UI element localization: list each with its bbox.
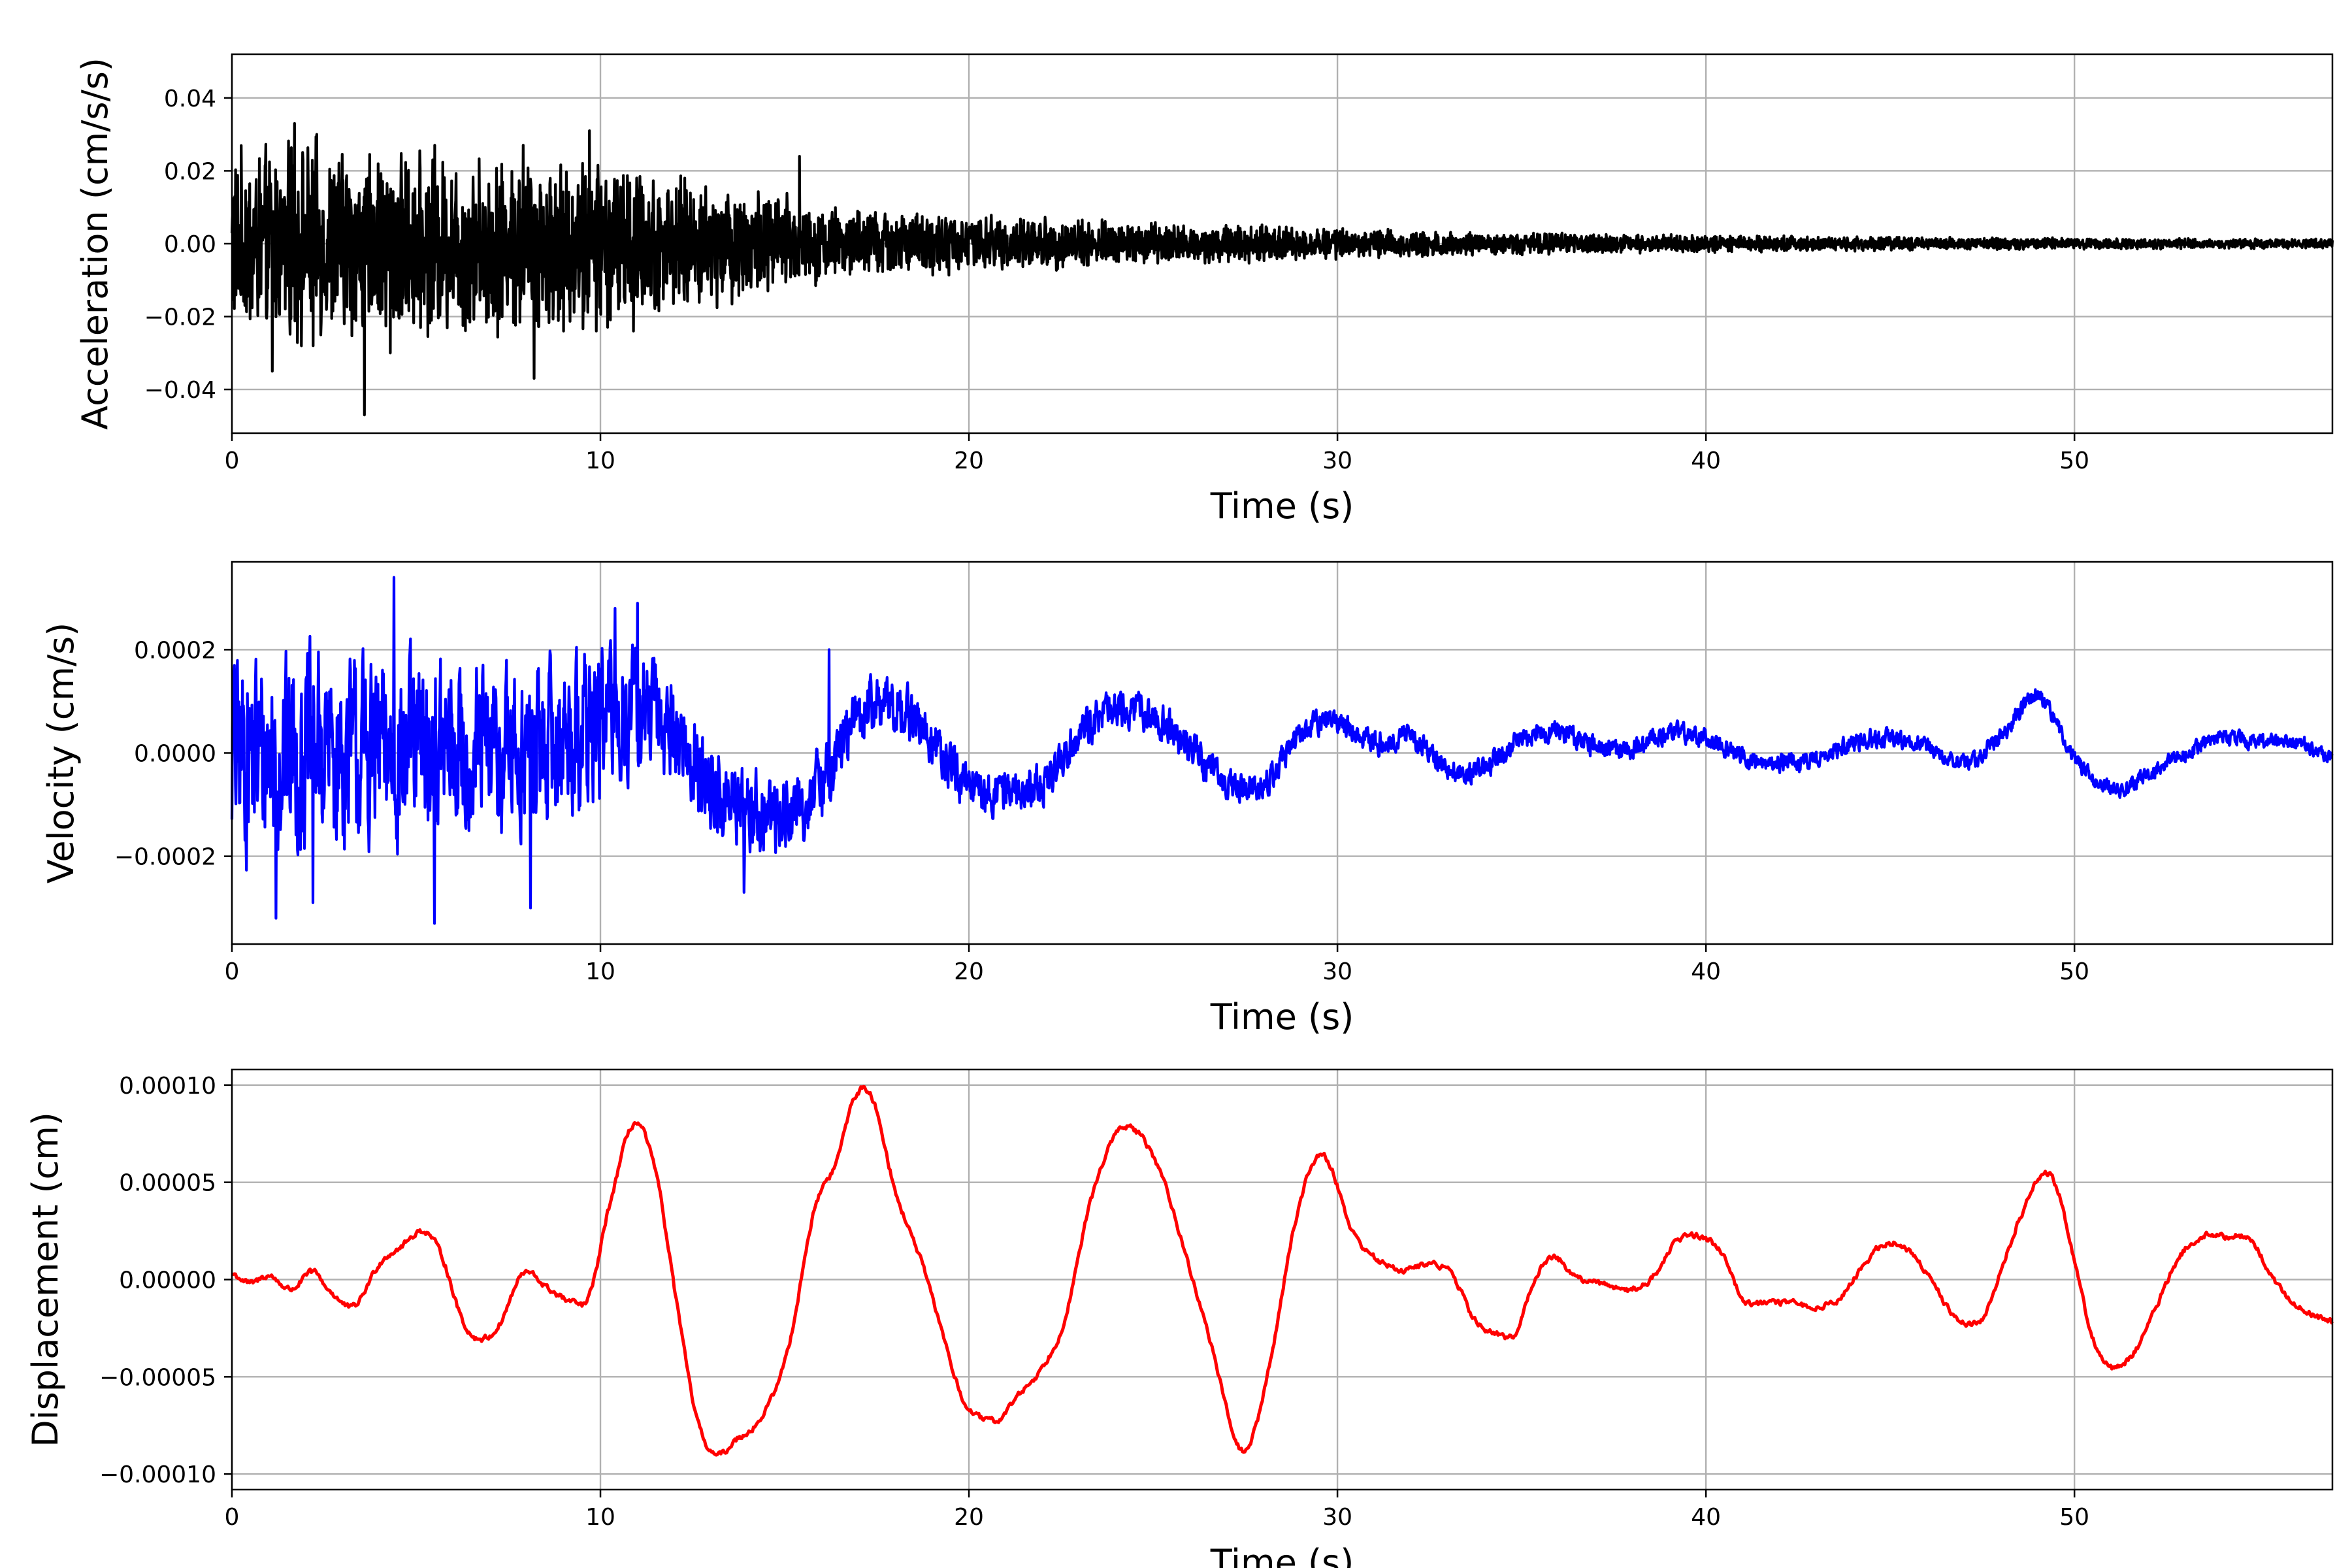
- x-tick-label: 10: [585, 448, 615, 474]
- y-tick-label: −0.0002: [114, 844, 216, 871]
- x-tick-label: 40: [1691, 1504, 1721, 1531]
- acceleration-y-ticks: −0.04 −0.02 0.00 0.02 0.04: [144, 86, 232, 404]
- y-tick-label: 0.00: [164, 231, 216, 258]
- velocity-series: [230, 576, 2334, 925]
- y-tick-label: −0.00005: [99, 1364, 216, 1391]
- x-tick-label: 0: [225, 958, 240, 985]
- y-tick-label: 0.00000: [119, 1267, 216, 1294]
- displacement-panel: 0 10 20 30 40 50 −0.00010 −0.00005 0.00000 0.000…: [25, 1068, 2334, 1568]
- displacement-x-axis-label: Time (s): [1210, 1542, 1354, 1568]
- y-tick-label: −0.04: [144, 377, 216, 404]
- displacement-line: [231, 1085, 2334, 1457]
- y-tick-label: 0.0002: [134, 637, 216, 664]
- y-tick-label: −0.00010: [99, 1462, 216, 1488]
- x-tick-label: 20: [954, 958, 984, 985]
- displacement-grid: [231, 1070, 2332, 1490]
- x-tick-label: 10: [585, 1504, 615, 1531]
- velocity-y-axis-label: Velocity (cm/s): [41, 623, 82, 884]
- displacement-y-ticks: −0.00010 −0.00005 0.00000 0.00005 0.00010: [99, 1073, 232, 1488]
- x-tick-label: 30: [1322, 1504, 1352, 1531]
- velocity-panel: 0 10 20 30 40 50 −0.0002 0.0000 0.0002 Time (s)…: [41, 561, 2334, 1037]
- velocity-y-ticks: −0.0002 0.0000 0.0002: [114, 637, 232, 871]
- y-tick-label: 0.00005: [119, 1170, 216, 1197]
- x-tick-label: 40: [1691, 448, 1721, 474]
- x-tick-label: 20: [954, 1504, 984, 1531]
- acceleration-line: [230, 122, 2334, 417]
- acceleration-y-axis-label: Acceleration (cm/s/s): [74, 57, 116, 430]
- x-tick-label: 50: [2059, 448, 2089, 474]
- y-tick-label: 0.0000: [134, 741, 216, 768]
- x-tick-label: 50: [2059, 1504, 2089, 1531]
- x-tick-label: 0: [225, 1504, 240, 1531]
- x-tick-label: 30: [1322, 448, 1352, 474]
- y-tick-label: 0.04: [164, 86, 216, 112]
- x-tick-label: 30: [1322, 958, 1352, 985]
- x-tick-label: 40: [1691, 958, 1721, 985]
- acceleration-x-ticks: 0 10 20 30 40 50: [225, 433, 2089, 474]
- displacement-y-axis-label: Displacement (cm): [25, 1112, 66, 1447]
- x-tick-label: 20: [954, 448, 984, 474]
- y-tick-label: −0.02: [144, 304, 216, 331]
- x-tick-label: 0: [225, 448, 240, 474]
- x-tick-label: 50: [2059, 958, 2089, 985]
- velocity-x-axis-label: Time (s): [1210, 996, 1354, 1037]
- acceleration-x-axis-label: Time (s): [1210, 485, 1354, 527]
- velocity-line: [230, 576, 2334, 925]
- x-tick-label: 10: [585, 958, 615, 985]
- y-tick-label: 0.02: [164, 158, 216, 185]
- acceleration-panel: 0 10 20 30 40 50 −0.04 −0.02 0.00 0.02 0.04 Time …: [74, 53, 2334, 527]
- acceleration-series: [230, 122, 2334, 417]
- displacement-series: [231, 1085, 2334, 1457]
- y-tick-label: 0.00010: [119, 1073, 216, 1100]
- velocity-x-ticks: 0 10 20 30 40 50: [225, 944, 2089, 985]
- displacement-x-ticks: 0 10 20 30 40 50: [225, 1490, 2089, 1531]
